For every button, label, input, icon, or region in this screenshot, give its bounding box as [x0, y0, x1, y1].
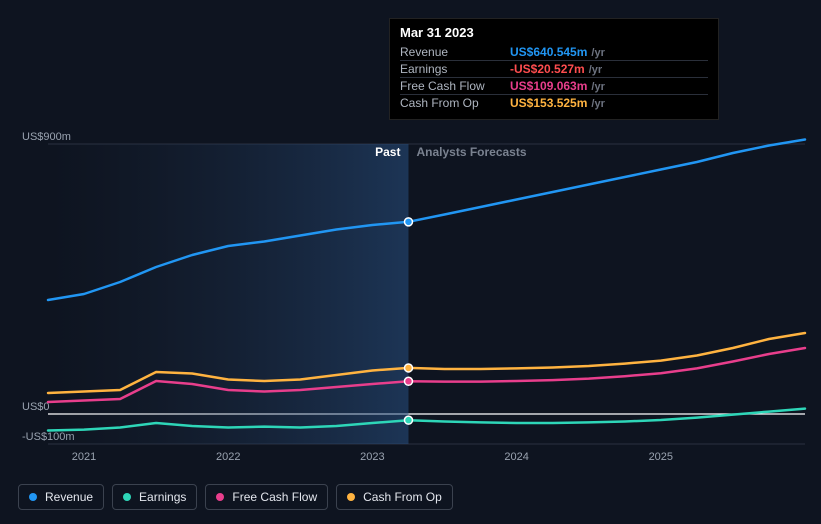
x-axis-label: 2022	[216, 451, 240, 463]
tooltip-date: Mar 31 2023	[400, 25, 708, 40]
tooltip-metric-name: Earnings	[400, 61, 510, 78]
x-axis-label: 2023	[360, 451, 384, 463]
tooltip-row: Cash From OpUS$153.525m/yr	[400, 95, 708, 112]
legend-dot	[347, 493, 355, 501]
legend-label: Earnings	[139, 490, 186, 504]
legend-label: Cash From Op	[363, 490, 442, 504]
y-axis-label: US$900m	[22, 131, 71, 143]
tooltip-row: Earnings-US$20.527m/yr	[400, 61, 708, 78]
tooltip-table: RevenueUS$640.545m/yrEarnings-US$20.527m…	[400, 44, 708, 111]
legend-label: Revenue	[45, 490, 93, 504]
tooltip-metric-name: Cash From Op	[400, 95, 510, 112]
forecast-label: Analysts Forecasts	[416, 145, 526, 159]
legend-label: Free Cash Flow	[232, 490, 317, 504]
tooltip-metric-value: US$153.525m/yr	[510, 95, 708, 112]
hover-marker	[404, 364, 412, 372]
legend-dot	[29, 493, 37, 501]
legend-dot	[216, 493, 224, 501]
x-axis-label: 2021	[72, 451, 96, 463]
legend-item-cash_from_op[interactable]: Cash From Op	[336, 484, 453, 510]
tooltip-metric-name: Free Cash Flow	[400, 78, 510, 95]
hover-marker	[404, 416, 412, 424]
legend-dot	[123, 493, 131, 501]
legend-item-revenue[interactable]: Revenue	[18, 484, 104, 510]
tooltip-unit: /yr	[587, 47, 604, 59]
tooltip-unit: /yr	[587, 81, 604, 93]
legend-item-free_cash_flow[interactable]: Free Cash Flow	[205, 484, 328, 510]
hover-marker	[404, 218, 412, 226]
x-axis-label: 2025	[649, 451, 673, 463]
tooltip-metric-value: -US$20.527m/yr	[510, 61, 708, 78]
past-label: Past	[375, 145, 400, 159]
tooltip-unit: /yr	[585, 64, 602, 76]
legend-item-earnings[interactable]: Earnings	[112, 484, 197, 510]
tooltip-metric-name: Revenue	[400, 44, 510, 61]
tooltip-row: Free Cash FlowUS$109.063m/yr	[400, 78, 708, 95]
tooltip-metric-value: US$109.063m/yr	[510, 78, 708, 95]
legend: Revenue Earnings Free Cash Flow Cash From O…	[18, 484, 453, 510]
hover-tooltip: Mar 31 2023 RevenueUS$640.545m/yrEarning…	[389, 18, 719, 120]
financials-chart: -US$100mUS$0US$900mPastAnalysts Forecast…	[0, 0, 821, 524]
tooltip-row: RevenueUS$640.545m/yr	[400, 44, 708, 61]
tooltip-unit: /yr	[587, 98, 604, 110]
x-axis-label: 2024	[504, 451, 528, 463]
tooltip-metric-value: US$640.545m/yr	[510, 44, 708, 61]
y-axis-label: US$0	[22, 401, 50, 413]
hover-marker	[404, 377, 412, 385]
